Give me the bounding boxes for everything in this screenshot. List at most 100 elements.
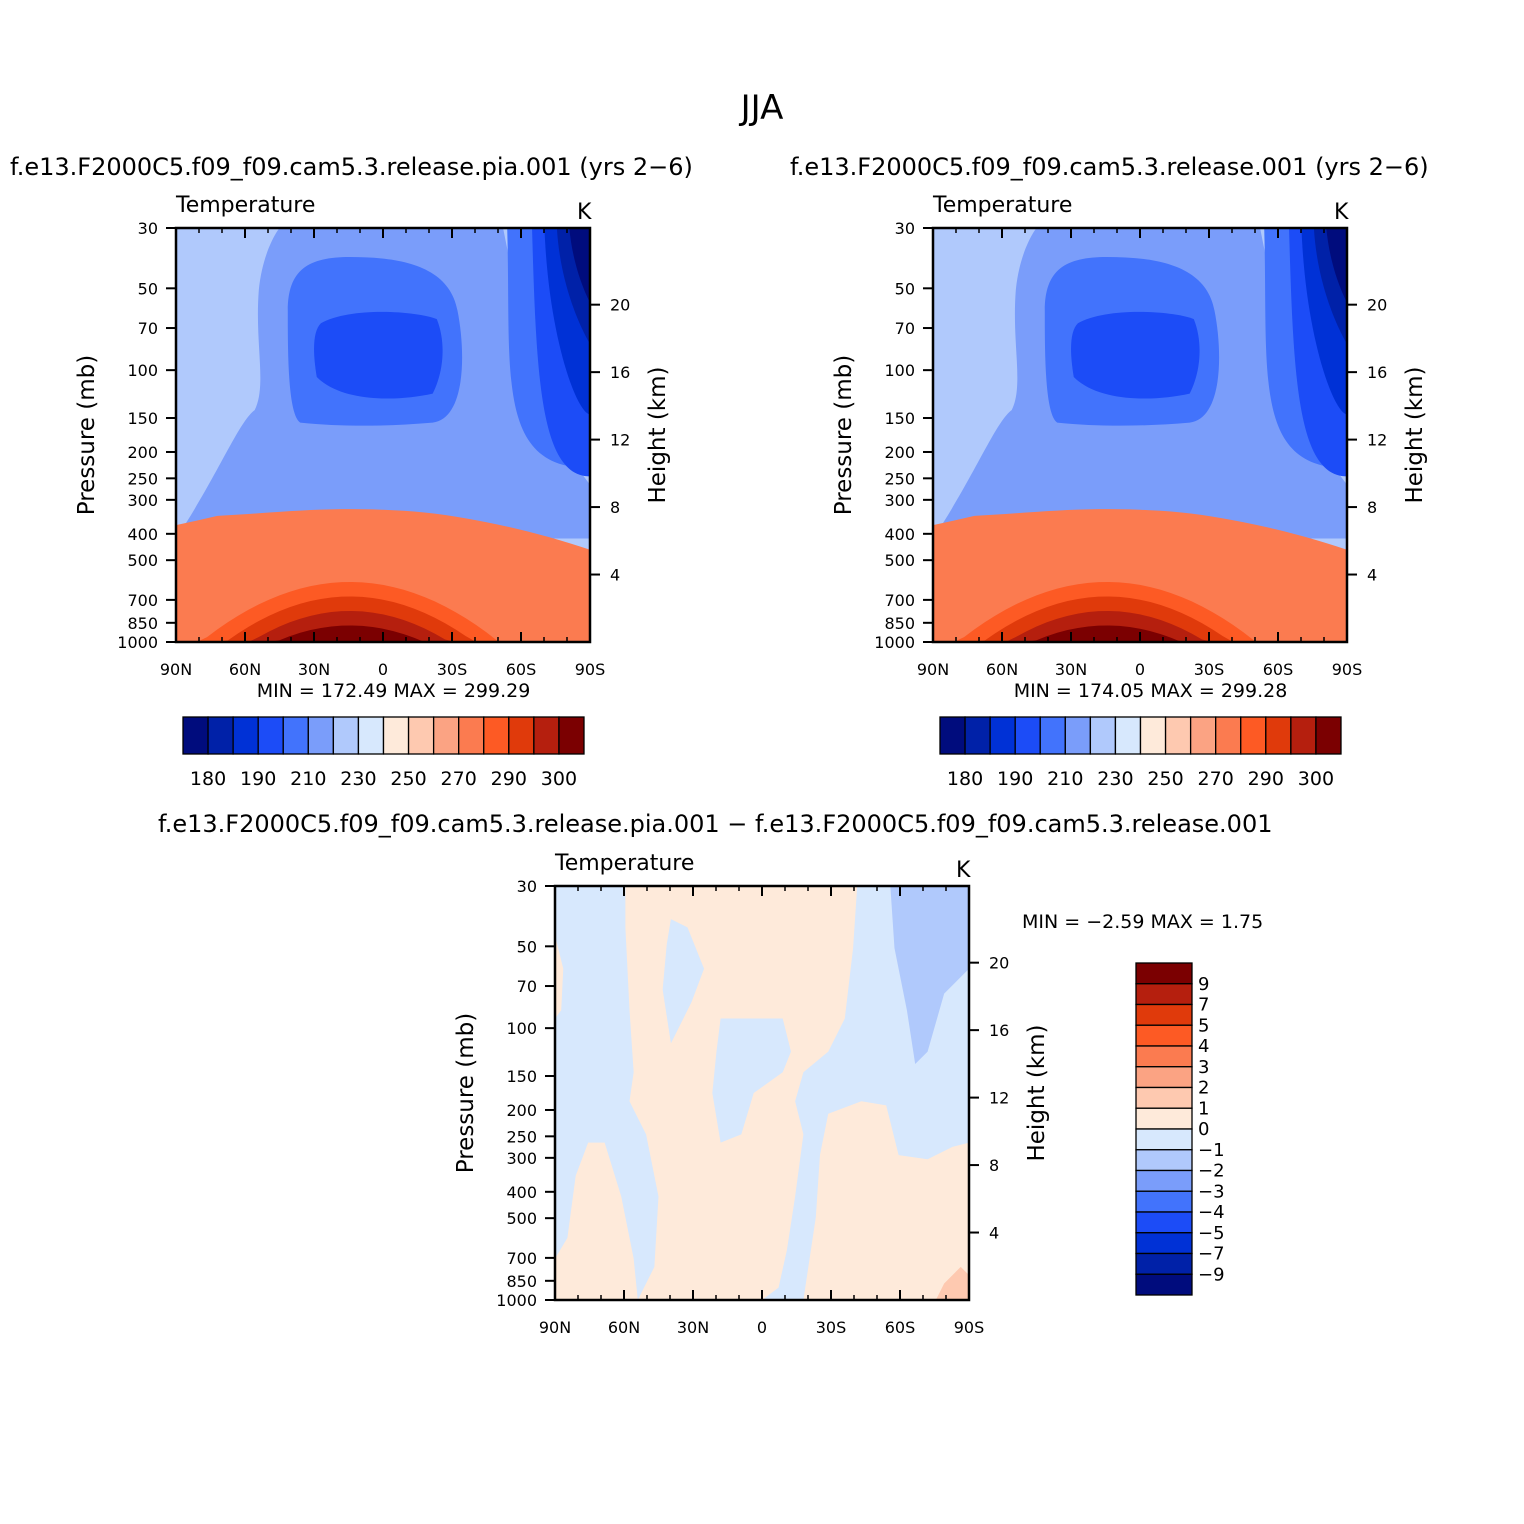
contour-fill — [890, 886, 969, 1065]
colorbar-label: −2 — [1198, 1161, 1225, 1182]
colorbar-swatch — [382, 716, 410, 755]
colorbar-swatch — [1135, 1273, 1193, 1296]
colorbar-label: −5 — [1198, 1223, 1225, 1244]
y-tick-label: 250 — [884, 469, 915, 488]
y2-tick-label: 4 — [610, 566, 620, 585]
x-tick-label: 30N — [1055, 660, 1087, 679]
colorbar-swatch — [1135, 1252, 1193, 1275]
contour-fill — [555, 1142, 638, 1300]
y2-tick-label: 12 — [989, 1089, 1009, 1108]
colorbar-label: 180 — [190, 768, 226, 790]
variable-label: Temperature — [175, 193, 315, 218]
units-label: K — [956, 858, 971, 883]
colorbar-label: 1 — [1198, 1098, 1209, 1119]
colorbar-swatch — [1014, 716, 1041, 755]
y-axis-title: Pressure (mb) — [74, 355, 100, 515]
colorbar-label: 2 — [1198, 1078, 1209, 1099]
contour-fill — [555, 935, 564, 1019]
colorbar-label: 4 — [1198, 1036, 1209, 1057]
x-tick-label: 90S — [1332, 660, 1363, 679]
y2-tick-label: 16 — [989, 1021, 1009, 1040]
y-tick-label: 200 — [506, 1101, 537, 1120]
y-tick-label: 70 — [138, 319, 158, 338]
contour-fill — [712, 1018, 791, 1143]
colorbar-swatch — [432, 716, 460, 755]
contour-fill — [803, 1101, 969, 1300]
y-tick-label: 30 — [517, 877, 537, 896]
colorbar-swatch — [357, 716, 385, 755]
contour-fill — [933, 610, 1347, 642]
x-tick-label: 90N — [539, 1318, 571, 1337]
colorbar-label: 290 — [491, 768, 527, 790]
colorbar-swatch — [1135, 1066, 1193, 1089]
x-tick-label: 60S — [885, 1318, 916, 1337]
y2-tick-label: 8 — [610, 498, 620, 517]
contour-fill — [1071, 311, 1200, 399]
colorbar-label: 270 — [1198, 768, 1234, 790]
y-tick-label: 500 — [884, 551, 915, 570]
y-tick-label: 70 — [895, 319, 915, 338]
x-tick-label: 60N — [986, 660, 1018, 679]
colorbar-swatch — [332, 716, 360, 755]
colorbar-swatch — [483, 716, 510, 755]
y-tick-label: 300 — [127, 491, 158, 510]
y-tick-label: 1000 — [874, 633, 915, 652]
panel-diff: 90N 60N 30N 0 30S 60S 90S 30 50 70 100 150 200 250 300… — [453, 851, 1050, 1337]
colorbar-swatch — [1265, 716, 1292, 755]
variable-label: Temperature — [932, 193, 1072, 218]
y2-tick-label: 8 — [989, 1156, 999, 1175]
x-tick-label: 0 — [757, 1318, 767, 1337]
colorbar-swatch — [1135, 1003, 1193, 1026]
min-max-label: MIN = −2.59 MAX = 1.75 — [1022, 911, 1263, 933]
colorbar-swatch — [1114, 716, 1142, 755]
colorbar-swatch — [1189, 716, 1217, 755]
colorbar-swatch — [1089, 716, 1117, 755]
colorbar-swatch — [989, 716, 1016, 755]
page-title: JJA — [740, 88, 784, 128]
colorbar-swatch — [257, 716, 284, 755]
y2-axis-title: Height (km) — [1024, 1024, 1050, 1161]
panel-diff-subtitle: f.e13.F2000C5.f09_f09.cam5.3.release.pia… — [158, 810, 1273, 838]
y-tick-label: 300 — [884, 491, 915, 510]
y2-axis-title: Height (km) — [645, 366, 671, 503]
y-axis-title: Pressure (mb) — [831, 355, 857, 515]
y-tick-label: 200 — [127, 443, 158, 462]
y2-tick-label: 12 — [1367, 431, 1387, 450]
colorbar-swatch — [1135, 1211, 1193, 1234]
colorbar-swatch — [282, 716, 309, 755]
x-tick-label: 90S — [575, 660, 606, 679]
contour-fill — [314, 311, 443, 399]
colorbar-label: 210 — [290, 768, 326, 790]
y-tick-label: 70 — [517, 977, 537, 996]
x-tick-label: 60S — [1263, 660, 1294, 679]
colorbar-swatch — [182, 716, 209, 755]
min-max-label: MIN = 174.05 MAX = 299.28 — [1014, 680, 1288, 702]
y-tick-label: 200 — [884, 443, 915, 462]
colorbar-label: 270 — [441, 768, 477, 790]
y-tick-label: 50 — [517, 937, 537, 956]
colorbar-swatch — [1135, 1169, 1193, 1192]
units-label: K — [577, 200, 592, 225]
colorbar-label: 250 — [1147, 768, 1183, 790]
x-tick-label: 90N — [160, 660, 192, 679]
y-tick-label: 400 — [127, 525, 158, 544]
colorbar-swatch — [508, 716, 535, 755]
colorbar: 180 190 210 230 250 270 290 300 MIN = 174.05 MAX… — [939, 680, 1342, 790]
colorbar-swatch — [1164, 716, 1192, 755]
contour-field — [555, 886, 969, 1300]
y2-tick-label: 12 — [610, 431, 630, 450]
colorbar-label: 5 — [1198, 1015, 1209, 1036]
x-tick-label: 30S — [437, 660, 468, 679]
y2-axis-title: Height (km) — [1402, 366, 1428, 503]
colorbar-swatch — [1135, 962, 1193, 985]
colorbar-swatch — [1240, 716, 1267, 755]
colorbar-swatch — [1315, 716, 1342, 755]
x-tick-label: 0 — [1135, 660, 1145, 679]
colorbar-label: 180 — [947, 768, 983, 790]
y-tick-label: 150 — [127, 409, 158, 428]
colorbar-swatch — [407, 716, 435, 755]
colorbar-label: 230 — [340, 768, 376, 790]
colorbar-swatch — [1290, 716, 1317, 755]
variable-label: Temperature — [554, 851, 694, 876]
